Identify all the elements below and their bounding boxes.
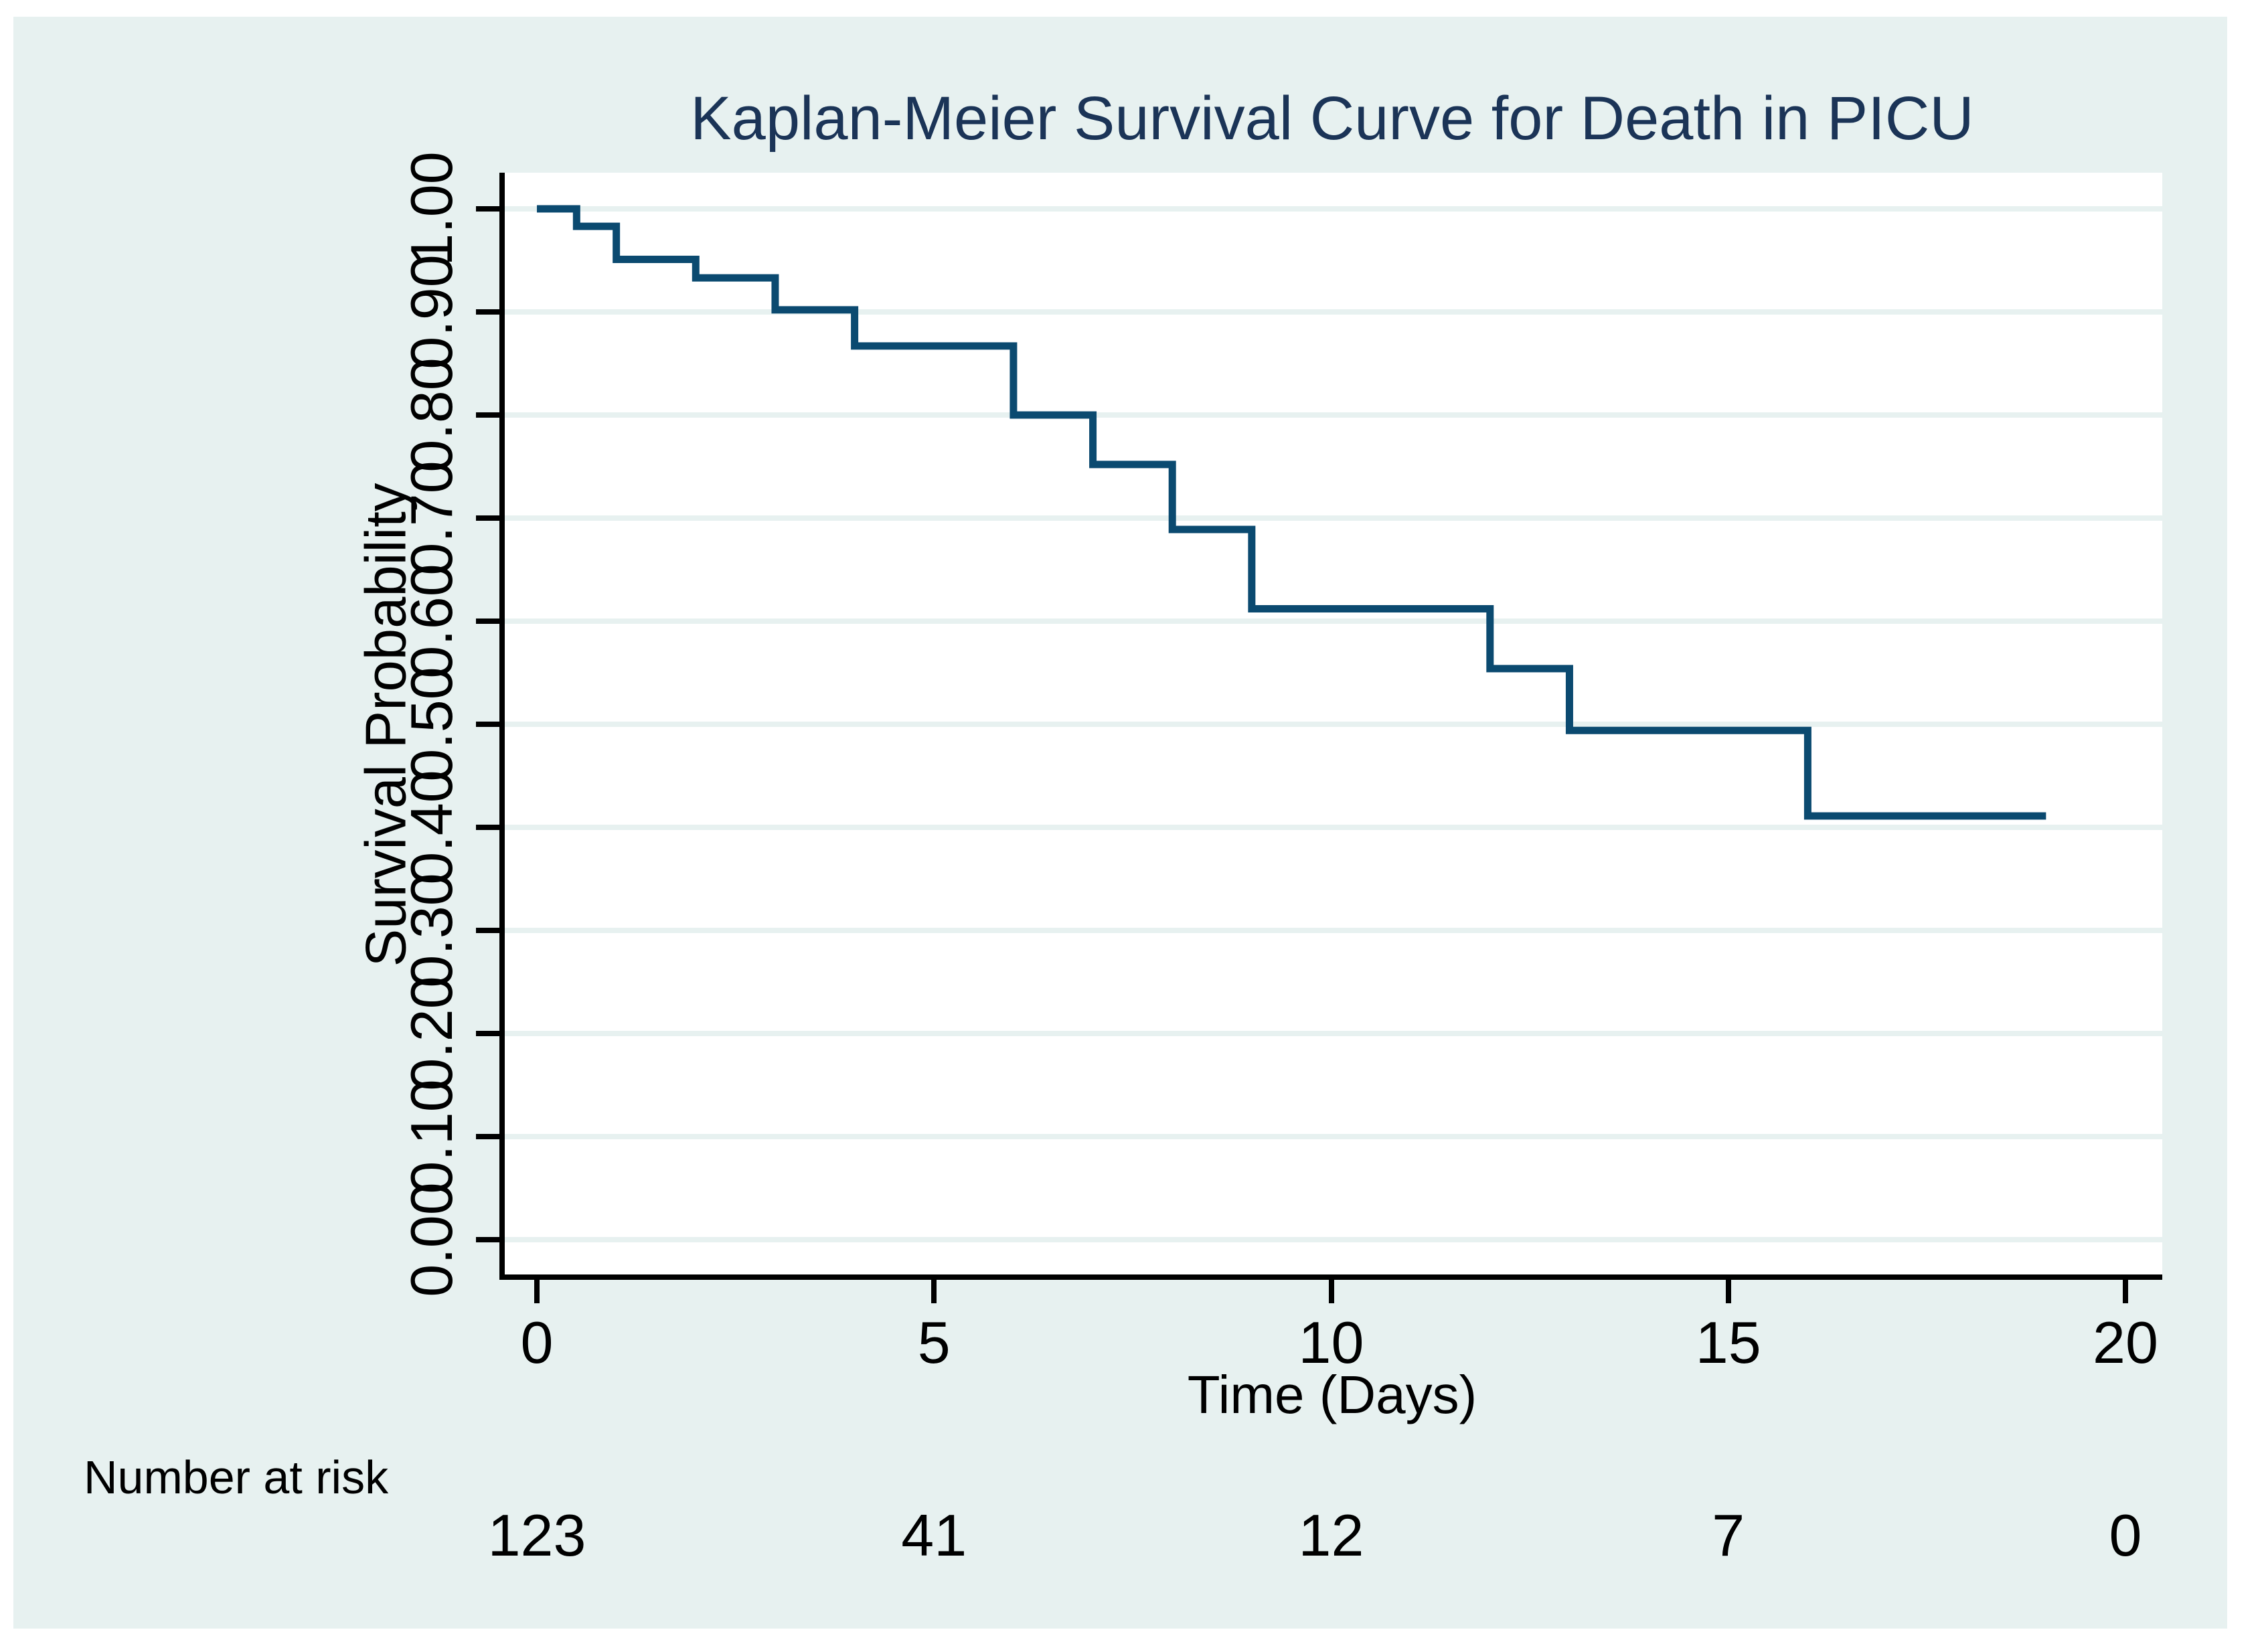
x-tick-label: 10 <box>1298 1309 1364 1376</box>
gridline <box>505 1031 2162 1036</box>
x-tick-label: 0 <box>520 1309 554 1376</box>
y-axis-line <box>499 173 505 1280</box>
at-risk-count: 0 <box>2109 1502 2142 1568</box>
gridline <box>505 1237 2162 1242</box>
gridline <box>505 206 2162 212</box>
x-tick <box>931 1280 937 1303</box>
y-tick-label: 0.00 <box>398 1182 465 1297</box>
gridline <box>505 309 2162 315</box>
x-tick <box>2123 1280 2128 1303</box>
x-tick-label: 15 <box>1695 1309 1761 1376</box>
gridline <box>505 412 2162 418</box>
y-tick <box>476 1237 499 1242</box>
y-tick <box>476 206 499 212</box>
gridline <box>505 825 2162 830</box>
y-tick <box>476 722 499 727</box>
y-tick <box>476 1031 499 1036</box>
y-tick <box>476 618 499 624</box>
gridline <box>505 618 2162 624</box>
at-risk-count: 7 <box>1712 1502 1745 1568</box>
x-axis-title: Time (Days) <box>1187 1365 1477 1424</box>
gridline <box>505 722 2162 727</box>
y-tick <box>476 515 499 521</box>
at-risk-count: 12 <box>1298 1502 1364 1568</box>
x-tick <box>1725 1280 1731 1303</box>
y-tick <box>476 412 499 418</box>
y-tick-label: 0.10 <box>398 1079 465 1194</box>
y-tick <box>476 825 499 830</box>
y-tick-label: 1.00 <box>398 151 465 266</box>
at-risk-count: 123 <box>487 1502 586 1568</box>
gridline <box>505 928 2162 933</box>
x-tick-label: 5 <box>917 1309 951 1376</box>
x-tick <box>534 1280 540 1303</box>
y-tick <box>476 309 499 315</box>
gridline <box>505 515 2162 521</box>
x-axis-line <box>499 1274 2162 1280</box>
x-tick-label: 20 <box>2093 1309 2158 1376</box>
chart-title: Kaplan-Meier Survival Curve for Death in… <box>690 84 1974 153</box>
y-axis-title: Survival Probability <box>354 483 418 967</box>
y-tick-label: 0.90 <box>398 254 465 369</box>
y-tick-label: 0.20 <box>398 976 465 1091</box>
number-at-risk-label: Number at risk <box>84 1451 389 1503</box>
y-tick <box>476 928 499 933</box>
at-risk-count: 41 <box>901 1502 967 1568</box>
gridline <box>505 1134 2162 1139</box>
x-tick <box>1328 1280 1334 1303</box>
y-tick-label: 0.80 <box>398 357 465 473</box>
y-tick <box>476 1134 499 1139</box>
plot-area <box>505 173 2162 1274</box>
